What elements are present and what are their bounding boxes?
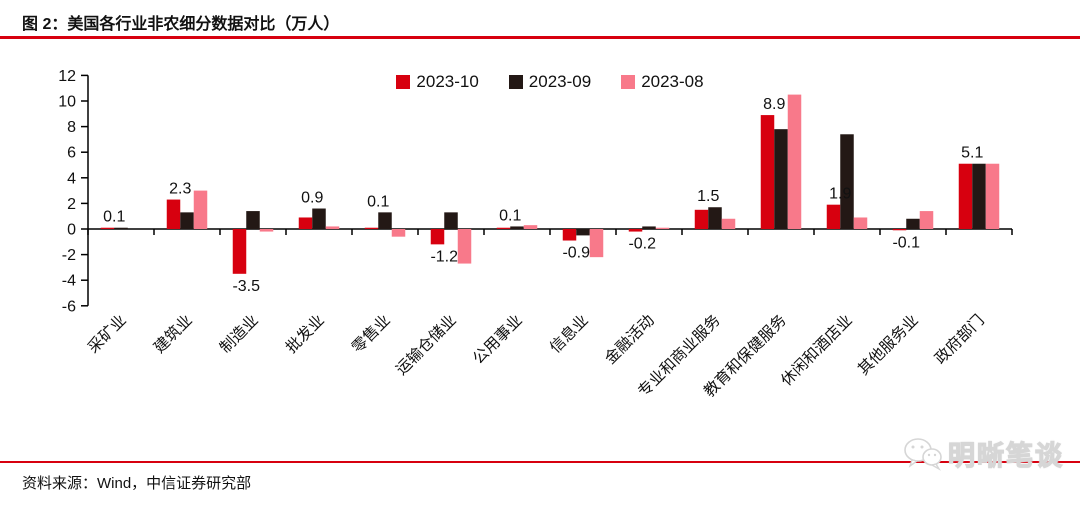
wechat-icon — [904, 437, 942, 471]
x-category-label: 其他服务业 — [854, 311, 922, 379]
bar-2023-08-零售业 — [391, 229, 406, 237]
y-tick-label: -6 — [62, 298, 76, 315]
bar-2023-10-零售业 — [364, 227, 379, 229]
bar-2023-09-采矿业 — [114, 227, 128, 229]
y-tick-label: -4 — [62, 273, 76, 290]
value-label: 1.9 — [829, 186, 851, 203]
bar-2023-09-建筑业 — [180, 212, 194, 229]
x-category-label: 建筑业 — [150, 311, 196, 357]
x-category-label: 制造业 — [216, 311, 262, 357]
bar-2023-09-运输仓储业 — [444, 212, 458, 229]
y-tick-label: 10 — [58, 94, 76, 111]
source-text: 资料来源：Wind，中信证券研究部 — [22, 475, 252, 492]
bar-chart: -6 -4 -2 0 2 4 6 8 10 12 0.1 2.3 -3.5 0.9 0.1 -1.2 0.1 -0… — [58, 68, 1013, 401]
x-category-label: 公用事业 — [469, 311, 526, 368]
legend-swatch — [508, 75, 523, 89]
legend-swatch — [621, 75, 636, 89]
value-label: -1.2 — [430, 248, 458, 265]
x-category-label: 金融活动 — [601, 311, 658, 368]
x-category-label: 政府部门 — [931, 311, 988, 368]
bar-2023-09-信息业 — [576, 229, 590, 236]
x-category-label: 休闲和酒店业 — [777, 311, 855, 389]
bar-2023-08-公用事业 — [523, 225, 538, 229]
y-tick-label: 6 — [67, 145, 76, 162]
bar-2023-08-金融活动 — [655, 227, 670, 229]
bar-2023-08-政府部门 — [985, 163, 1000, 229]
value-label: -0.9 — [562, 245, 590, 262]
y-tick-label: 8 — [67, 119, 76, 136]
bar-2023-08-运输仓储业 — [457, 229, 472, 264]
bar-2023-10-教育和保健服务 — [760, 115, 775, 229]
bar-2023-10-其他服务业 — [892, 229, 907, 231]
bar-2023-09-制造业 — [246, 211, 260, 229]
watermark: 明晰笔谈 — [902, 434, 1064, 473]
bar-2023-09-金融活动 — [642, 226, 656, 229]
legend-item-2023-09: 2023-09 — [508, 72, 592, 92]
footer-rule — [0, 461, 1080, 463]
value-label: 0.1 — [103, 209, 125, 226]
x-category-label: 信息业 — [546, 311, 592, 357]
y-tick-label: 2 — [67, 196, 76, 213]
legend-item-2023-08: 2023-08 — [621, 72, 704, 92]
legend-item-2023-10: 2023-10 — [396, 72, 479, 92]
chart-legend: 2023-10 2023-09 2023-08 — [88, 72, 1012, 92]
bar-2023-10-金融活动 — [628, 229, 643, 232]
x-category-label: 运输仓储业 — [392, 311, 460, 379]
y-tick-label: 0 — [67, 222, 76, 239]
value-label: 1.5 — [697, 188, 719, 205]
value-label: -0.1 — [892, 234, 920, 251]
bar-2023-08-建筑业 — [193, 190, 208, 229]
bar-2023-08-其他服务业 — [919, 211, 934, 229]
bar-2023-08-批发业 — [325, 226, 340, 229]
x-category-label: 零售业 — [348, 311, 394, 357]
bar-2023-09-批发业 — [312, 208, 326, 229]
bar-2023-10-政府部门 — [958, 163, 973, 229]
bar-2023-10-制造业 — [232, 229, 247, 274]
y-tick-label: 4 — [67, 170, 76, 187]
value-label: -0.2 — [628, 236, 656, 253]
bar-2023-09-政府部门 — [972, 163, 986, 229]
bar-2023-10-运输仓储业 — [430, 229, 445, 245]
value-label: 0.1 — [499, 207, 521, 224]
legend-swatch — [396, 75, 411, 89]
bar-2023-10-采矿业 — [100, 227, 115, 229]
value-label: 0.1 — [367, 193, 389, 210]
x-category-label: 批发业 — [282, 311, 328, 357]
figure-title: 图 2：美国各行业非农细分数据对比（万人） — [22, 16, 340, 33]
bar-2023-09-其他服务业 — [906, 218, 920, 229]
title-underline — [0, 36, 1080, 39]
bar-2023-09-零售业 — [378, 212, 392, 229]
bar-2023-10-信息业 — [562, 229, 577, 241]
bar-2023-08-制造业 — [259, 229, 274, 232]
bar-2023-08-专业和商业服务 — [721, 218, 736, 229]
bar-2023-08-休闲和酒店业 — [853, 217, 868, 229]
bar-2023-09-教育和保健服务 — [774, 129, 788, 229]
bar-2023-09-休闲和酒店业 — [840, 134, 854, 229]
bar-2023-08-信息业 — [589, 229, 604, 258]
bar-2023-09-专业和商业服务 — [708, 207, 722, 229]
bar-2023-10-休闲和酒店业 — [826, 204, 841, 229]
bar-2023-10-公用事业 — [496, 227, 511, 229]
bar-2023-10-批发业 — [298, 217, 313, 229]
value-label: 0.9 — [301, 190, 323, 207]
value-label: -3.5 — [232, 278, 260, 295]
legend-label: 2023-09 — [528, 72, 592, 91]
legend-label: 2023-08 — [641, 72, 704, 91]
watermark-text: 明晰笔谈 — [947, 440, 1064, 471]
value-label: 2.3 — [169, 181, 191, 198]
bar-2023-10-建筑业 — [166, 199, 181, 229]
bar-2023-09-公用事业 — [510, 226, 524, 229]
legend-label: 2023-10 — [416, 72, 479, 91]
x-category-label: 采矿业 — [84, 311, 130, 357]
y-tick-label: 12 — [58, 68, 76, 85]
bar-2023-10-专业和商业服务 — [694, 209, 709, 229]
value-label: 5.1 — [961, 145, 983, 162]
bar-2023-08-教育和保健服务 — [787, 94, 802, 229]
y-tick-label: -2 — [62, 247, 76, 264]
value-label: 8.9 — [763, 96, 785, 113]
